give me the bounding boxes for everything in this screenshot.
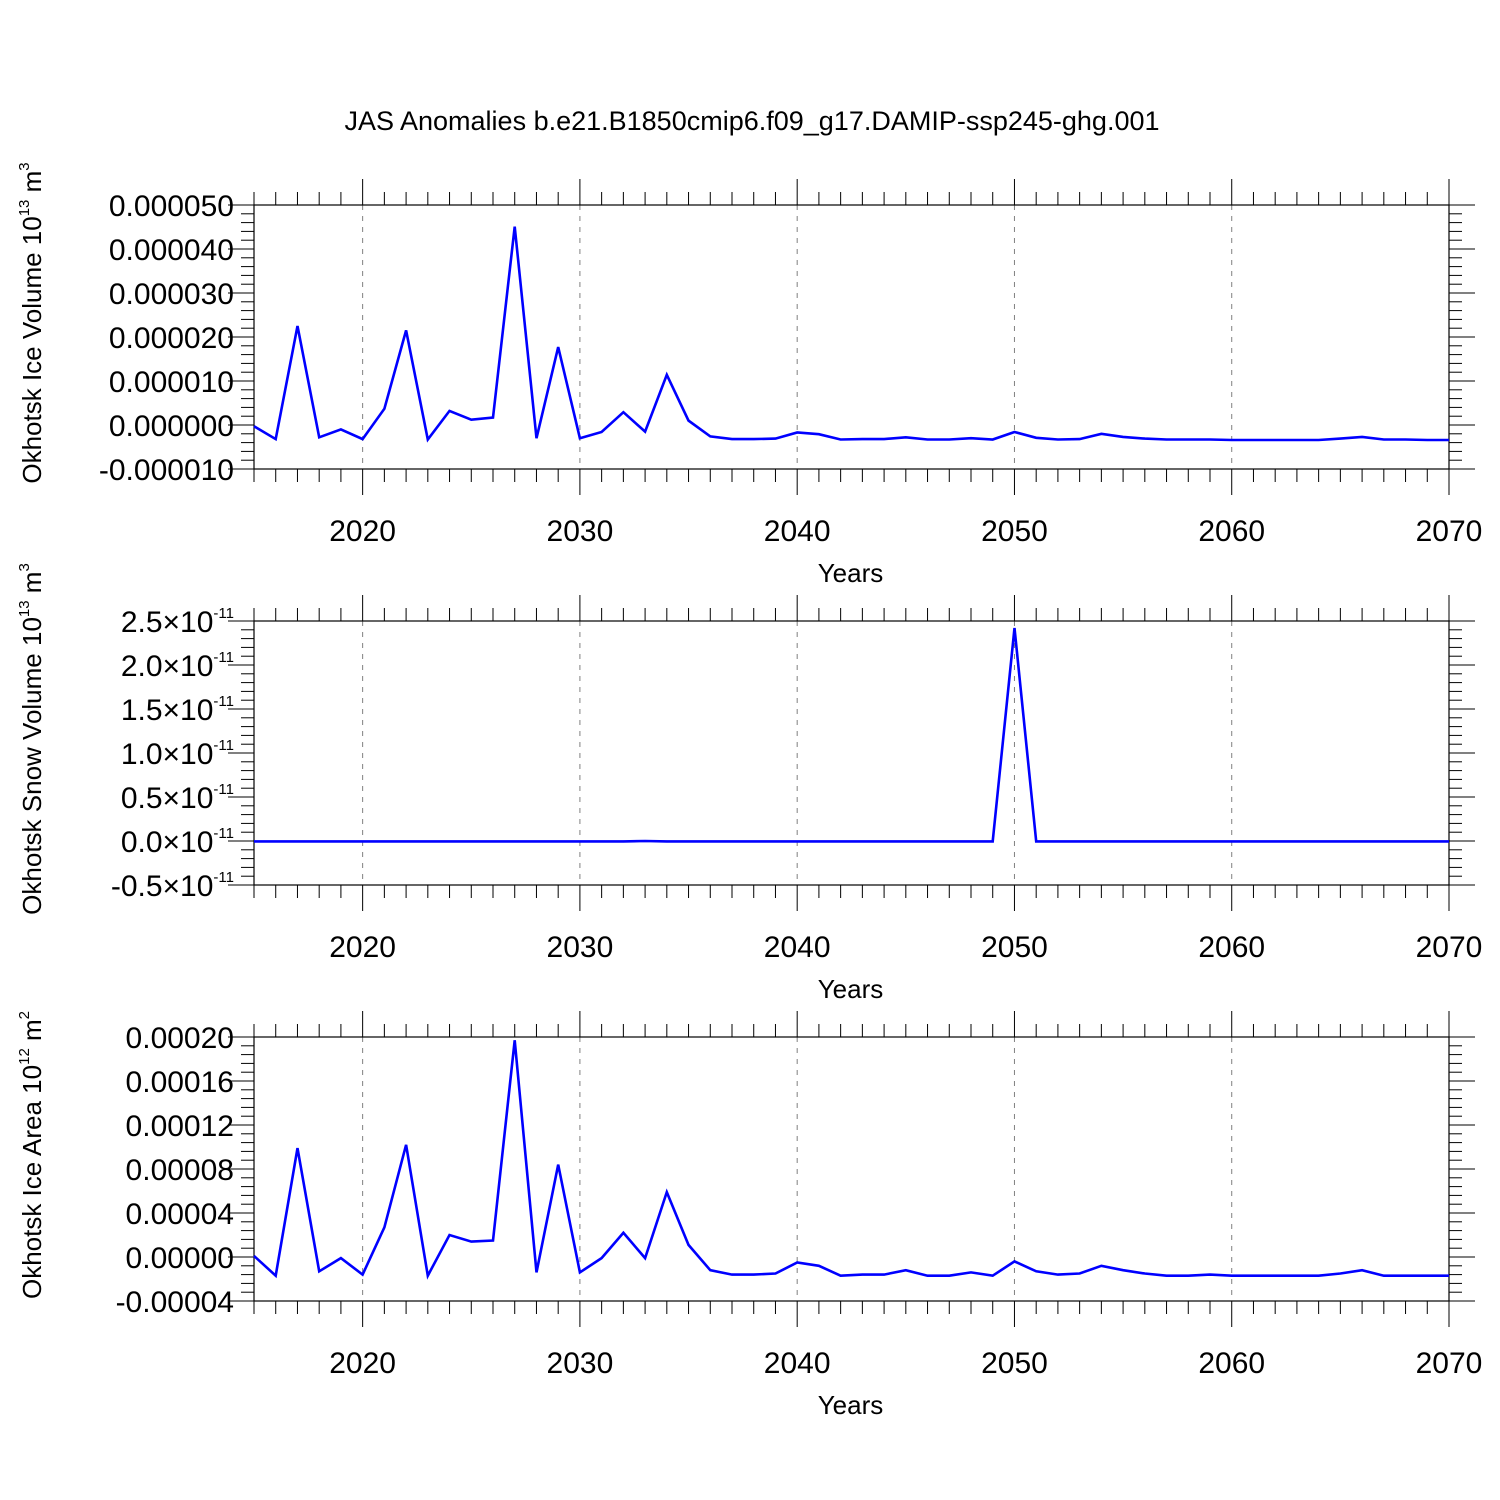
series-line (253, 226, 1449, 443)
y-tick-label: 2.0×10-11 (121, 649, 234, 683)
y-tick-label: 0.00000 (126, 1242, 234, 1275)
y-tick-label: 1.0×10-11 (121, 737, 234, 771)
y-tick-label: 0.000010 (109, 366, 234, 399)
panel-3: 2020 2030 2040 2050 2060 2070 Years 0.00020 0.00… (16, 1011, 1482, 1420)
x-tick-label: 2020 (329, 515, 396, 548)
x-axis-label: Years (818, 558, 884, 588)
panel-2: 2020 2030 2040 2050 2060 2070 Years 2.5×10-11 2.… (16, 563, 1482, 1004)
y-tick-label: 0.000050 (109, 190, 234, 223)
plot-frame (253, 1036, 1450, 1302)
y-tick-label: 0.0×10-11 (121, 825, 234, 859)
y-tick-label: 0.00020 (126, 1022, 234, 1055)
y-axis-label: Okhotsk Ice Volume 1013 m3 (16, 162, 47, 483)
y-axis-label: Okhotsk Snow Volume 1013 m3 (16, 563, 47, 915)
y-tick-label: -0.00004 (116, 1286, 234, 1319)
y-tick-label: 2.5×10-11 (121, 605, 234, 639)
x-tick-label: 2050 (981, 515, 1048, 548)
y-tick-label: 0.000040 (109, 234, 234, 267)
x-tick-label: 2060 (1198, 515, 1265, 548)
y-axis-label: Okhotsk Ice Area 1012 m2 (16, 1011, 47, 1299)
y-tick-label: 0.00008 (126, 1154, 234, 1187)
x-tick-label: 2020 (329, 1347, 396, 1380)
y-tick-label: 0.000020 (109, 322, 234, 355)
x-tick-label: 2040 (764, 931, 831, 964)
panel-1: 2020 2030 2040 2050 2060 2070 Years 0.000050 0.0… (16, 162, 1482, 588)
x-tick-label: 2030 (547, 515, 614, 548)
y-tick-label: 0.5×10-11 (121, 781, 234, 815)
x-tick-label: 2040 (764, 1347, 831, 1380)
x-axis-label: Years (818, 974, 884, 1004)
y-tick-label: 0.000030 (109, 278, 234, 311)
x-tick-label: 2040 (764, 515, 831, 548)
x-tick-label: 2070 (1416, 931, 1483, 964)
y-tick-label: -0.000010 (99, 454, 234, 487)
x-tick-label: 2030 (547, 1347, 614, 1380)
x-tick-label: 2030 (547, 931, 614, 964)
x-tick-label: 2070 (1416, 515, 1483, 548)
x-tick-label: 2050 (981, 1347, 1048, 1380)
x-tick-label: 2070 (1416, 1347, 1483, 1380)
y-tick-label: 0.00016 (126, 1066, 234, 1099)
series-line (254, 627, 1449, 843)
y-tick-label: 0.00012 (126, 1110, 234, 1143)
x-tick-label: 2020 (329, 931, 396, 964)
plot-frame (253, 620, 1450, 886)
y-tick-label: 0.000000 (109, 410, 234, 443)
x-axis-label: Years (818, 1390, 884, 1420)
series-line (253, 1040, 1449, 1280)
plot-frame (253, 204, 1450, 470)
chart-title: JAS Anomalies b.e21.B1850cmip6.f09_g17.D… (344, 106, 1159, 136)
y-tick-label: 1.5×10-11 (121, 693, 234, 727)
y-tick-label: 0.00004 (126, 1198, 234, 1231)
y-tick-label: -0.5×10-11 (111, 869, 234, 903)
x-tick-label: 2050 (981, 931, 1048, 964)
x-tick-label: 2060 (1198, 1347, 1265, 1380)
x-tick-label: 2060 (1198, 931, 1265, 964)
